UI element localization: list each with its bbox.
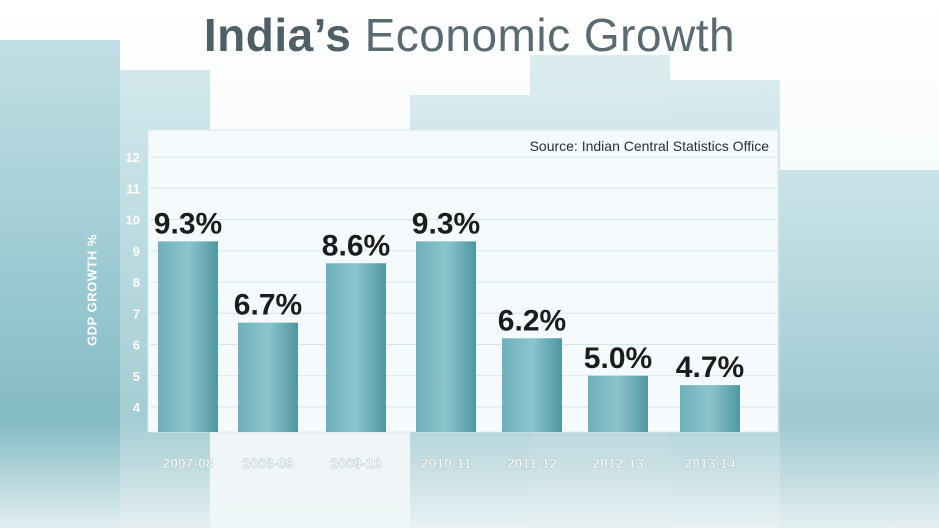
y-tick-label: 12 [126,150,140,165]
bar-2008-09 [238,322,298,432]
y-tick-label: 10 [126,213,140,228]
bars [158,241,740,432]
x-tick-label: 2013-14 [684,455,736,471]
value-label: 9.3% [154,207,222,240]
y-tick-label: 11 [126,181,140,196]
x-tick-label: 2009-10 [330,455,382,471]
value-label: 6.2% [498,304,566,337]
bar-2013-14 [680,385,740,432]
y-tick-labels: 4 5 6 7 8 9 10 11 12 [126,150,141,415]
bar-2010-11 [416,241,476,432]
source-note: Source: Indian Central Statistics Office [529,138,769,154]
bar-2007-08 [158,241,218,432]
bar-2009-10 [326,263,386,432]
x-tick-label: 2010-11 [421,455,472,471]
y-tick-label: 9 [133,244,140,259]
y-axis-label: GDP GROWTH % [84,234,100,346]
title-bold: India’s [203,9,352,61]
bar-2012-13 [588,375,648,432]
bar-2011-12 [502,338,562,432]
x-tick-labels: 2007-08 2008-09 2009-10 2010-11 2011-12 2012-… [162,455,736,471]
x-tick-label: 2011-12 [507,455,558,471]
value-label: 6.7% [234,289,302,322]
x-tick-label: 2007-08 [162,455,214,471]
y-tick-label: 4 [133,400,141,415]
page-title: India’s Economic Growth [0,8,939,62]
value-label: 4.7% [676,351,744,384]
y-tick-label: 5 [133,369,140,384]
x-tick-label: 2008-09 [242,455,294,471]
value-labels: 9.3% 6.7% 8.6% 9.3% 6.2% 5.0% 4.7% [154,207,744,384]
value-label: 8.6% [322,229,390,262]
y-tick-label: 7 [133,306,140,321]
y-tick-label: 6 [133,338,140,353]
y-tick-label: 8 [133,275,140,290]
x-tick-label: 2012-13 [592,455,644,471]
title-rest: Economic Growth [364,9,736,61]
value-label: 9.3% [412,207,480,240]
value-label: 5.0% [584,342,652,375]
